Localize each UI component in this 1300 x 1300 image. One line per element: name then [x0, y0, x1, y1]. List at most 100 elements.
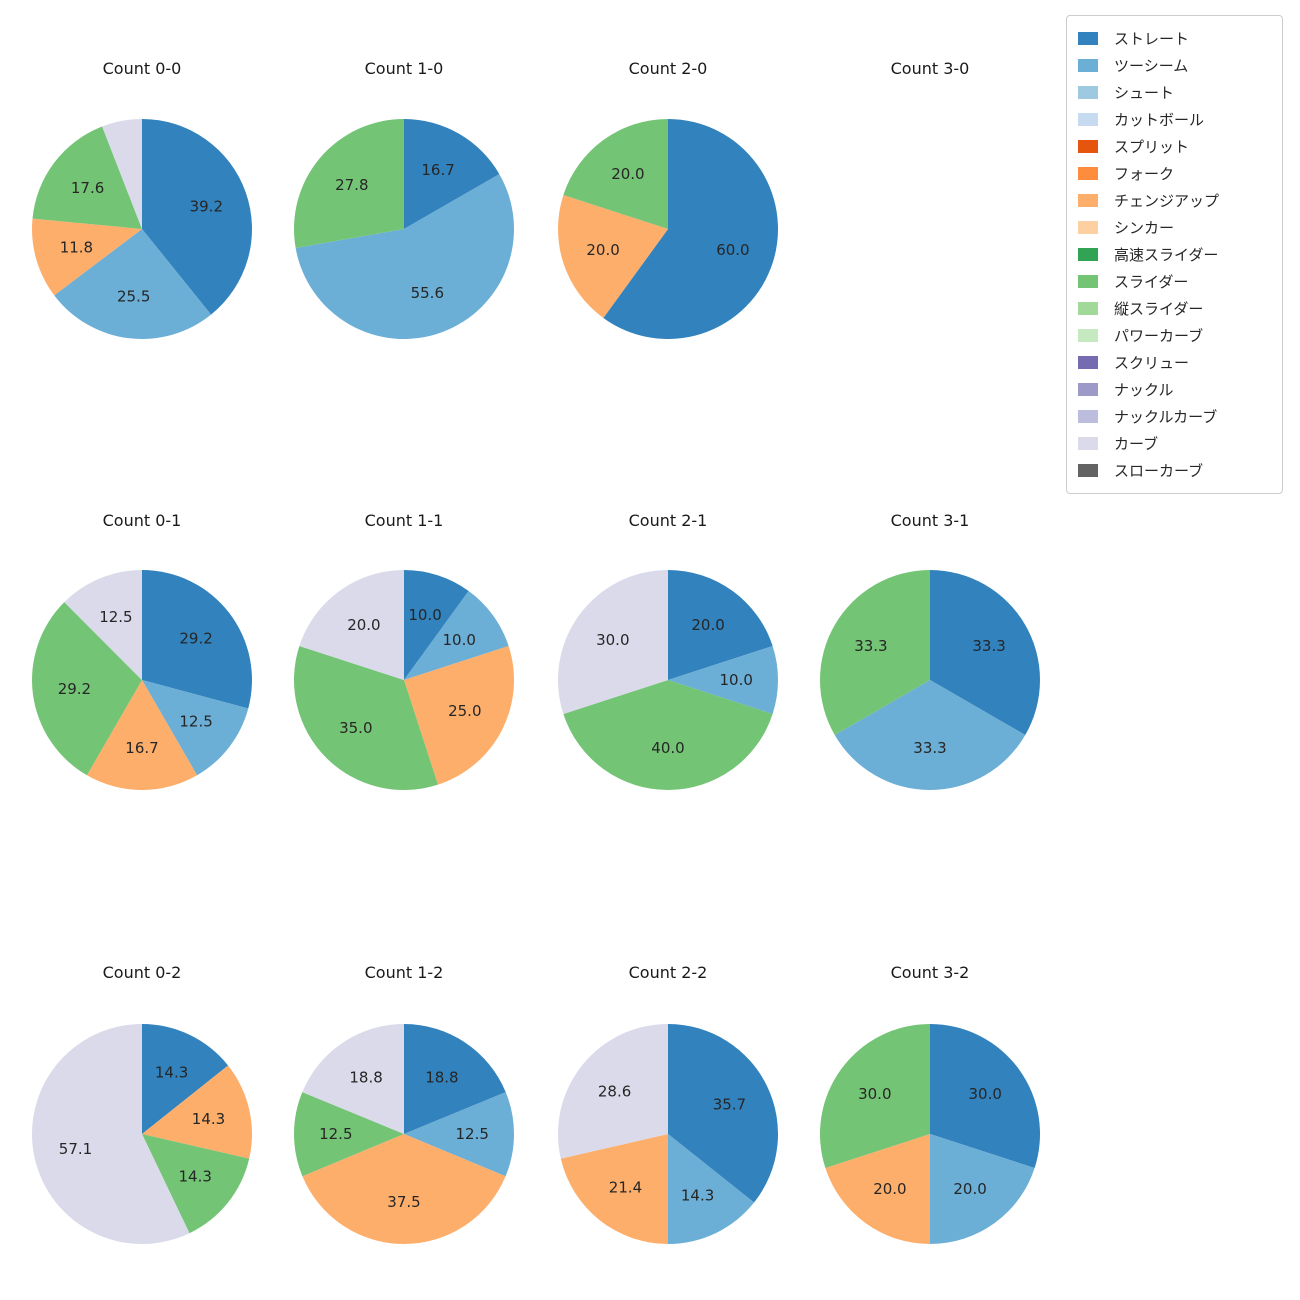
pie-chart: 60.0 20.0 20.0 [557, 118, 778, 339]
pie-slice-label: 39.2 [190, 197, 223, 215]
legend-label: シュート [1114, 84, 1175, 102]
legend-item: シンカー [1078, 214, 1271, 241]
legend-swatch [1078, 329, 1098, 342]
pie-slice-label: 16.7 [125, 739, 158, 757]
pie-slice [31, 1024, 190, 1244]
pie-slice-label: 35.7 [713, 1095, 746, 1113]
chart-title: Count 1-0 [364, 59, 444, 78]
legend-item: カーブ [1078, 430, 1271, 457]
chart-title: Count 3-1 [890, 511, 970, 530]
legend-swatch [1078, 59, 1098, 72]
legend-item: フォーク [1078, 160, 1271, 187]
pie-slice [563, 118, 668, 229]
pie-slice [834, 680, 1026, 790]
pie-slice [930, 1024, 1041, 1168]
chart-title: Count 0-1 [102, 511, 182, 530]
legend-label: ツーシーム [1114, 57, 1189, 75]
pie-chart: 16.7 55.6 27.8 [293, 118, 514, 339]
legend-item: ストレート [1078, 25, 1271, 52]
pie-slice [302, 1134, 506, 1245]
pie-slice [404, 646, 515, 785]
legend-swatch [1078, 113, 1098, 126]
pie-slice-label: 10.0 [719, 671, 752, 689]
pie-slice [404, 119, 500, 229]
pie-chart: 33.3 33.3 33.3 [820, 570, 1040, 790]
pie-slice [930, 1134, 1035, 1244]
legend-item: 高速スライダー [1078, 241, 1271, 268]
pie-slice-label: 25.5 [117, 288, 150, 306]
pie-slice-label: 12.5 [319, 1125, 352, 1143]
pie-slice-label: 14.3 [155, 1064, 188, 1082]
legend-label: 縦スライダー [1114, 300, 1204, 318]
pie-chart: 29.2 12.5 16.7 29.2 12.5 [32, 570, 252, 790]
pie-slice-label: 20.0 [347, 616, 380, 634]
pie-slice [557, 1024, 668, 1159]
legend-item: ナックル [1078, 376, 1271, 403]
pie-slice [64, 570, 142, 680]
chart-title: Count 3-2 [890, 963, 970, 982]
pie-slice-label: 60.0 [716, 241, 749, 259]
pie-slice [32, 126, 142, 229]
legend-item: ナックルカーブ [1078, 403, 1271, 430]
pie-slice-label: 33.3 [913, 739, 946, 757]
legend-item: チェンジアップ [1078, 187, 1271, 214]
legend-label: パワーカーブ [1114, 327, 1204, 345]
pie-slice [142, 680, 249, 776]
pie-slice-label: 12.5 [455, 1125, 488, 1143]
legend-label: スライダー [1114, 273, 1189, 291]
chart-title: Count 1-2 [364, 963, 444, 982]
pie-chart: 10.010.0 25.0 35.0 20.0 [293, 570, 515, 791]
chart-title: Count 2-1 [628, 511, 708, 530]
legend-swatch [1078, 410, 1098, 423]
legend-swatch [1078, 302, 1098, 315]
pie-slice-label: 16.7 [421, 161, 454, 179]
pie-slice-label: 57.1 [59, 1140, 92, 1158]
legend-item: シュート [1078, 79, 1271, 106]
chart-title: Count 3-0 [890, 59, 970, 78]
pie-slice-label: 35.0 [339, 719, 372, 737]
pie-slice-label: 20.0 [873, 1180, 906, 1198]
pie-slice [820, 570, 930, 735]
pie-slice-label: 27.8 [335, 176, 368, 194]
pie-slice [404, 591, 509, 680]
pie-slice-label: 55.6 [411, 284, 444, 302]
pie-slice [142, 1065, 253, 1159]
pie-slice [293, 646, 438, 791]
pie-slice [102, 119, 142, 229]
pie-slice-label: 33.3 [854, 637, 887, 655]
pie-slice [404, 1092, 515, 1177]
legend-item: ツーシーム [1078, 52, 1271, 79]
legend-label: スクリュー [1114, 354, 1190, 372]
pie-slice [603, 119, 778, 339]
pie-slice [293, 1092, 404, 1177]
legend-swatch [1078, 356, 1098, 369]
legend-label: ナックル [1114, 381, 1174, 399]
pie-chart: 39.2 25.5 11.8 17.6 [32, 119, 253, 340]
legend-swatch [1078, 167, 1098, 180]
legend-swatch [1078, 32, 1098, 45]
pie-slice-label: 37.5 [387, 1193, 420, 1211]
pie-slice [560, 1134, 668, 1244]
pie-slice-label: 14.3 [681, 1186, 714, 1204]
pie-slice [54, 229, 212, 340]
legend-item: スクリュー [1078, 349, 1271, 376]
pie-slice [404, 570, 469, 680]
pie-slice-label: 33.3 [972, 637, 1005, 655]
legend-swatch [1078, 86, 1098, 99]
pie-chart: 18.8 12.5 37.5 12.5 18.8 [293, 1024, 515, 1245]
pie-slice-label: 18.8 [349, 1068, 382, 1086]
pie-slice [295, 174, 514, 339]
pie-slice-label: 30.0 [968, 1085, 1001, 1103]
pie-chart: 20.0 10.0 40.0 30.0 [557, 570, 779, 791]
legend-item: スライダー [1078, 268, 1271, 295]
pie-slice [32, 218, 142, 296]
pie-slice-label: 28.6 [598, 1083, 631, 1101]
legend-swatch [1078, 437, 1098, 450]
legend-item: スプリット [1078, 133, 1271, 160]
pie-slice [142, 1024, 229, 1134]
pie-slice [563, 680, 773, 791]
legend-item: カットボール [1078, 106, 1271, 133]
pie-slice [142, 119, 253, 315]
pie-slice [668, 570, 773, 680]
pie-chart: 14.3 14.3 14.3 57.1 [31, 1024, 253, 1244]
